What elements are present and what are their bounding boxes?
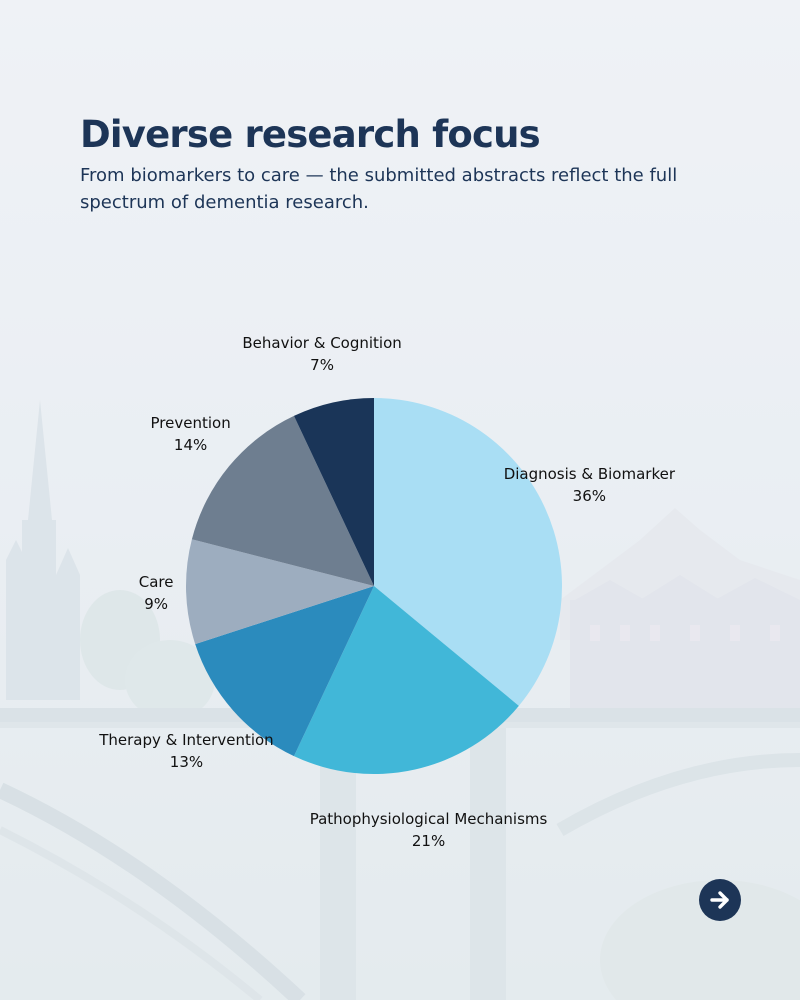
next-button[interactable] [699,879,741,921]
page-title: Diverse research focus [80,113,541,156]
pie-label-value: 9% [144,594,168,613]
pie-label-value: 14% [173,436,208,455]
pie-slice-care [186,539,374,645]
pie-label: Therapy & Intervention 13% [99,729,273,773]
pie-label: Care 9% [139,571,174,615]
pie-label: Diagnosis & Biomarker 36% [504,463,675,507]
pie-slice-behavior-cognition [293,398,374,586]
pie-label-value: 21% [411,831,446,850]
arrow-right-icon [710,891,729,909]
pie-label-value: 13% [169,753,204,772]
pie-slice-diagnosis-biomarker [374,398,562,706]
pie-label-name: Therapy & Intervention [99,731,274,750]
pie-label: Pathophysiological Mechanisms 21% [310,808,548,852]
pie-label-value: 36% [572,486,607,505]
pie-label: Prevention 14% [151,412,231,456]
pie-slice-therapy-intervention [195,586,374,757]
pie-label-name: Care [138,572,174,591]
pie-slice-prevention [191,415,374,586]
pie-label: Behavior & Cognition 7% [242,332,401,376]
pie-label-name: Prevention [150,414,231,433]
header: Diverse research focus From biomarkers t… [80,110,720,216]
pie-slice-pathophysiological-mechanisms [293,586,519,774]
page-subtitle: From biomarkers to care — the submitted … [80,165,678,213]
pie-label-name: Behavior & Cognition [242,333,402,352]
pie-label-name: Diagnosis & Biomarker [503,464,675,483]
pie-label-name: Pathophysiological Mechanisms [309,809,548,828]
pie-label-value: 7% [310,355,334,374]
